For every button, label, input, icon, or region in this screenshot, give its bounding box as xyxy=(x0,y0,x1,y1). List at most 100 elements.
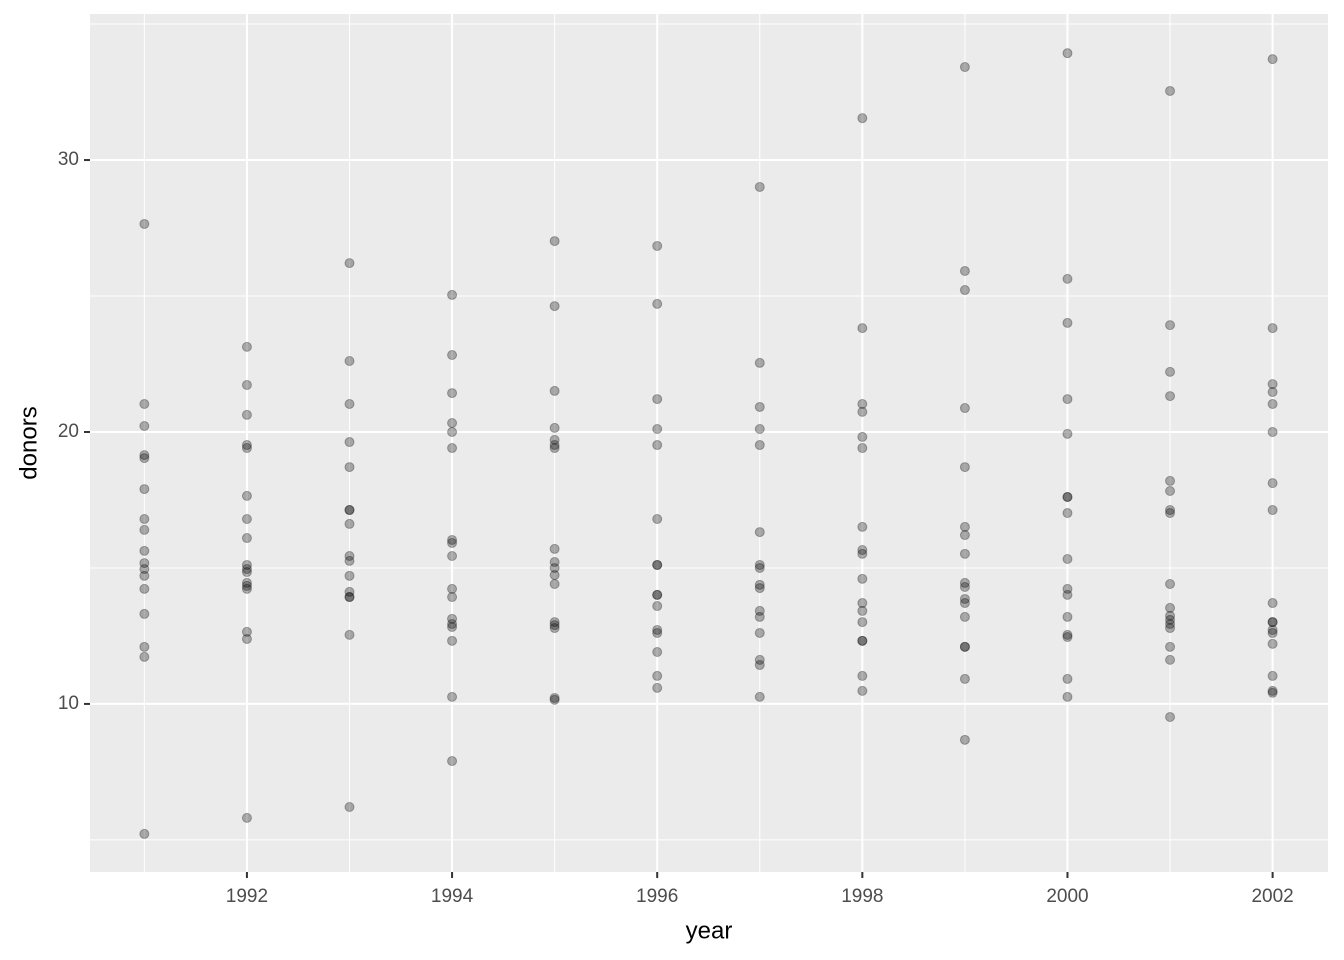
point xyxy=(447,534,458,545)
y-tick-label: 30 xyxy=(58,149,79,170)
point xyxy=(1165,485,1176,496)
point xyxy=(1062,589,1073,600)
point xyxy=(754,605,765,616)
point xyxy=(1267,627,1278,638)
point xyxy=(344,356,355,367)
point xyxy=(652,627,663,638)
point xyxy=(549,556,560,567)
point xyxy=(959,581,970,592)
point xyxy=(1165,610,1176,621)
point xyxy=(1165,602,1176,613)
x-tick-label: 1998 xyxy=(841,886,883,907)
point xyxy=(1267,426,1278,437)
point xyxy=(754,357,765,368)
point xyxy=(344,555,355,566)
point xyxy=(139,524,150,535)
point xyxy=(344,592,355,603)
point xyxy=(1062,273,1073,284)
point xyxy=(754,654,765,665)
point xyxy=(549,301,560,312)
point xyxy=(1062,394,1073,405)
point xyxy=(1062,629,1073,640)
point xyxy=(139,218,150,229)
point xyxy=(549,694,560,705)
point xyxy=(857,113,868,124)
point xyxy=(959,577,970,588)
point xyxy=(447,550,458,561)
point xyxy=(1165,614,1176,625)
point xyxy=(447,613,458,624)
point xyxy=(139,828,150,839)
point xyxy=(754,611,765,622)
x-tick-label: 1994 xyxy=(431,886,474,907)
point xyxy=(1062,611,1073,622)
point xyxy=(959,265,970,276)
point xyxy=(241,533,252,544)
point xyxy=(344,518,355,529)
point xyxy=(652,682,663,693)
point xyxy=(1267,323,1278,334)
point xyxy=(344,629,355,640)
point xyxy=(1267,598,1278,609)
x-tick-label: 1996 xyxy=(636,886,678,907)
point xyxy=(652,440,663,451)
point xyxy=(139,583,150,594)
point xyxy=(959,62,970,73)
point xyxy=(1062,691,1073,702)
point xyxy=(447,289,458,300)
point xyxy=(1267,685,1278,696)
point xyxy=(1062,553,1073,564)
point xyxy=(344,505,355,516)
point xyxy=(959,641,970,652)
point xyxy=(959,285,970,296)
point xyxy=(652,240,663,251)
point xyxy=(447,756,458,767)
point xyxy=(549,562,560,573)
point xyxy=(549,443,560,454)
point xyxy=(241,379,252,390)
point xyxy=(344,505,355,516)
point xyxy=(857,398,868,409)
point xyxy=(447,537,458,548)
point xyxy=(1062,583,1073,594)
point xyxy=(652,589,663,600)
point xyxy=(1165,711,1176,722)
point xyxy=(344,550,355,561)
point xyxy=(139,450,150,461)
point xyxy=(1062,508,1073,519)
point xyxy=(1165,475,1176,486)
point xyxy=(1267,638,1278,649)
point xyxy=(549,623,560,634)
point xyxy=(1165,641,1176,652)
point xyxy=(652,670,663,681)
point xyxy=(652,589,663,600)
point xyxy=(754,562,765,573)
point xyxy=(857,431,868,442)
point xyxy=(652,624,663,635)
point xyxy=(1165,623,1176,634)
point xyxy=(447,583,458,594)
point xyxy=(1267,687,1278,698)
point xyxy=(139,484,150,495)
point xyxy=(241,626,252,637)
point xyxy=(1062,317,1073,328)
point xyxy=(344,398,355,409)
point xyxy=(1062,673,1073,684)
point xyxy=(447,618,458,629)
point xyxy=(1165,579,1176,590)
point xyxy=(447,418,458,429)
point xyxy=(652,559,663,570)
point xyxy=(1165,366,1176,377)
point xyxy=(139,608,150,619)
point xyxy=(959,641,970,652)
point xyxy=(549,236,560,247)
point xyxy=(139,651,150,662)
point xyxy=(857,605,868,616)
point xyxy=(652,394,663,405)
point xyxy=(344,462,355,473)
point xyxy=(754,583,765,594)
point xyxy=(447,388,458,399)
point xyxy=(1062,632,1073,643)
point xyxy=(549,543,560,554)
